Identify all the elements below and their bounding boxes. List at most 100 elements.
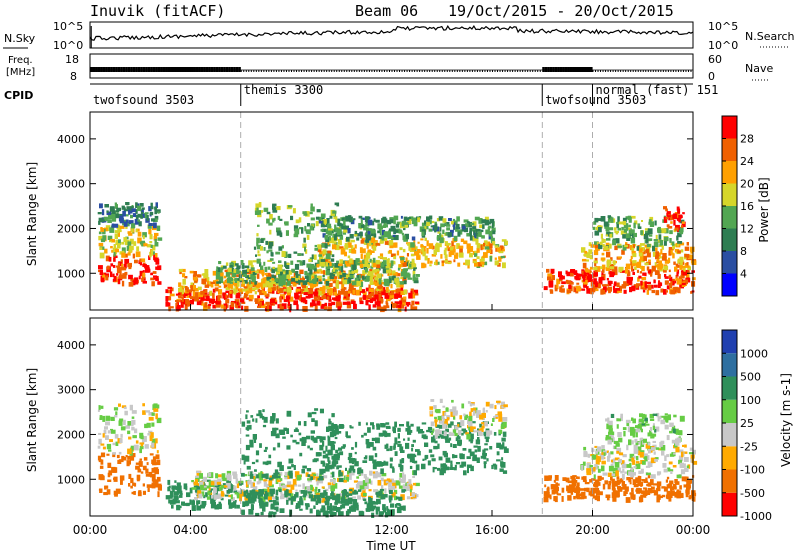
range-cell [237,265,240,268]
range-cell [266,273,270,279]
range-cell [271,274,274,279]
range-cell [398,463,402,468]
range-cell [426,248,429,254]
range-cell [684,253,687,258]
range-cell [663,228,667,233]
range-cell [398,497,401,501]
range-cell [631,285,636,292]
range-cell [251,270,256,273]
range-cell [677,232,682,238]
range-cell [447,232,452,237]
range-cell [604,284,609,287]
freq-mark [396,70,398,72]
range-cell [121,455,125,460]
freq-mark [404,70,406,72]
range-cell [357,468,361,475]
range-cell [233,269,238,273]
range-cell [181,268,186,273]
range-cell [373,461,378,466]
range-cell [113,477,116,480]
range-cell [370,231,374,237]
range-cell [330,493,335,497]
range-cell [394,229,399,233]
range-cell [250,504,253,511]
range-cell [329,262,332,267]
range-cell [324,302,328,306]
freq-mark [572,67,575,72]
range-cell [434,409,438,413]
range-cell [443,420,448,426]
range-cell [199,481,204,487]
range-cell [618,452,624,456]
range-cell [412,220,417,225]
range-cell [298,280,303,283]
range-cell [601,270,604,275]
range-cell [548,475,552,479]
range-cell [675,274,678,281]
range-cell [329,479,335,482]
range-cell [653,239,658,242]
range-cell [111,249,114,253]
range-cell [661,245,664,250]
range-cell [472,457,478,462]
freq-mark [429,70,431,72]
range-cell [605,234,609,237]
range-cell [640,280,643,286]
range-cell [615,231,619,235]
range-cell [116,267,122,274]
range-cell [413,460,418,464]
range-cell [251,489,256,495]
range-cell [356,237,360,241]
range-cell [631,487,634,493]
range-cell [369,258,372,263]
freq-mark [248,70,250,72]
range-cell [264,491,268,493]
range-cell [670,248,674,251]
range-cell [453,220,458,226]
range-cell [286,489,289,495]
freq-mark [409,70,411,72]
range-cell [611,473,615,477]
range-cell [596,446,602,452]
colorbar-tick-label: 12 [740,223,754,236]
range-cell [242,474,248,477]
range-cell [626,279,630,285]
range-cell [99,269,103,275]
range-cell [365,485,368,488]
range-cell [288,497,293,501]
range-cell [126,221,130,227]
freq-mark [135,67,138,72]
range-cell [332,241,337,244]
range-cell [338,263,343,267]
freq-mark [529,70,531,72]
range-cell [299,496,303,500]
range-cell [282,274,287,280]
range-cell [358,274,361,281]
range-cell [253,246,257,250]
range-cell [287,287,292,293]
range-cell [431,458,436,462]
range-cell [665,216,668,220]
freq-mark [411,70,413,72]
range-cell [407,454,410,458]
range-cell [168,485,171,488]
range-cell [657,471,660,476]
range-cell [364,258,368,264]
range-cell [212,304,217,309]
range-cell [195,287,199,292]
range-cell [593,221,597,225]
range-cell [559,275,563,280]
range-cell [129,206,134,209]
range-cell [299,498,303,504]
range-cell [348,270,352,276]
range-cell [304,246,306,252]
range-cell [392,482,397,489]
range-cell [194,479,198,485]
range-cell [412,306,418,310]
range-cell [298,421,301,426]
range-cell [473,260,477,263]
range-cell [655,447,660,450]
freq-mark [399,70,401,72]
range-cell [279,306,284,311]
range-cell [230,261,234,265]
